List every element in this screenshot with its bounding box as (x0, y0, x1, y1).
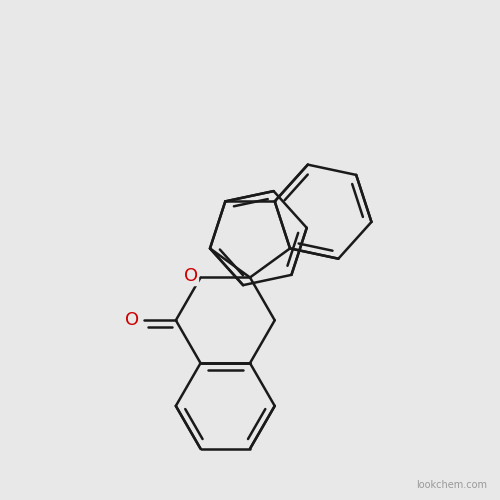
Text: lookchem.com: lookchem.com (416, 480, 488, 490)
Text: O: O (124, 312, 138, 330)
Text: O: O (184, 267, 198, 285)
